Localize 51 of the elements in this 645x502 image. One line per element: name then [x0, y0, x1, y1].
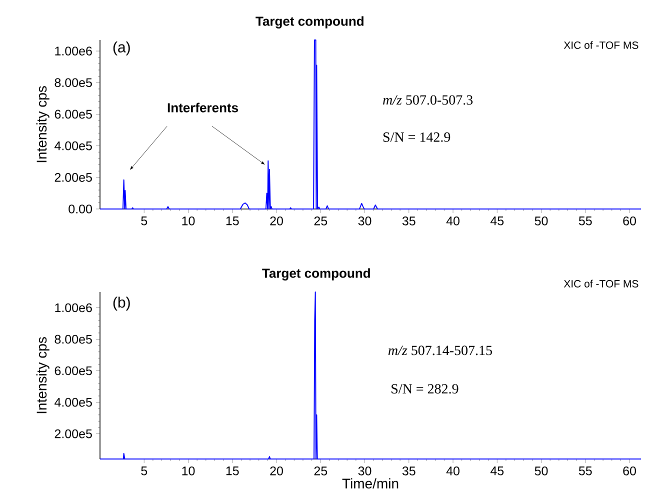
x-tick-label: 25 [314, 216, 328, 226]
annotation: (b) [113, 296, 130, 311]
y-tick-label: 2.00e5 [54, 429, 92, 438]
annotation: S/N = 142.9 [383, 132, 450, 142]
annotation: XIC of -TOF MS [564, 41, 638, 49]
x-tick-label: 40 [446, 216, 460, 226]
annotation: m/z 507.0-507.3 [383, 95, 473, 105]
text: XIC of -TOF MS [564, 280, 638, 288]
chart-title: Target compound [262, 268, 370, 280]
y-tick-label: 8.00e5 [54, 334, 92, 344]
x-tick-label: 45 [490, 466, 504, 476]
x-tick-label: 15 [226, 216, 239, 226]
chart-title: Target compound [256, 16, 364, 28]
y-axis-title: Intensity cps [36, 337, 50, 414]
x-tick-label: 50 [534, 466, 548, 476]
y-tick-label: 1.00e6 [55, 303, 92, 312]
y-tick-label: 4.00e5 [54, 398, 92, 407]
y-tick-label: 6.00e5 [54, 366, 92, 376]
y-tick-label: 2.00e5 [54, 172, 92, 182]
annotation: Interferents [168, 102, 238, 112]
x-tick-label: 25 [314, 466, 328, 476]
x-tick-label: 30 [358, 466, 372, 476]
x-tick-label: 10 [182, 216, 195, 226]
x-tick-label: 60 [623, 216, 636, 226]
y-tick-label: 1.00e6 [55, 46, 92, 56]
x-tick-label: 35 [402, 216, 416, 226]
x-tick-label: 55 [578, 466, 592, 476]
annotation: (a) [113, 41, 130, 56]
x-tick-label: 60 [623, 466, 636, 476]
y-tick-label: 6.00e5 [54, 110, 92, 119]
x-tick-label: 15 [226, 466, 239, 476]
x-axis-title: Time/min [342, 478, 398, 489]
y-axis-title: Intensity cps [36, 86, 50, 162]
line-series [100, 291, 642, 460]
x-tick-label: 20 [270, 216, 283, 226]
x-tick-label: 45 [490, 216, 504, 226]
x-tick-label: 5 [141, 466, 148, 476]
line-series [100, 39, 642, 210]
x-tick-label: 55 [578, 216, 592, 226]
annotation: S/N = 282.9 [392, 384, 458, 394]
x-tick-label: 50 [534, 216, 548, 226]
annotation: m/z 507.14-507.15 [388, 346, 492, 356]
y-tick-label: 0.00 [68, 204, 92, 214]
x-tick-label: 20 [270, 466, 283, 476]
x-tick-label: 10 [182, 466, 195, 476]
x-tick-label: 35 [402, 466, 416, 476]
x-tick-label: 40 [446, 466, 460, 476]
y-tick-label: 8.00e5 [54, 78, 92, 88]
x-tick-label: 30 [358, 216, 372, 226]
x-tick-label: 5 [141, 216, 148, 226]
y-tick-label: 4.00e5 [54, 141, 92, 150]
